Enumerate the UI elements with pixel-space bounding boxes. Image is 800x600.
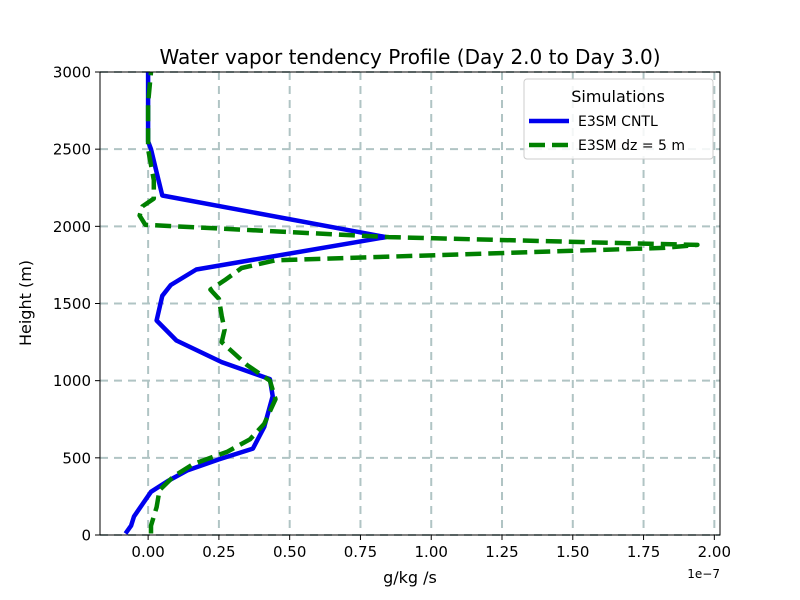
x-tick-label: 1.50 (556, 543, 589, 561)
legend: Simulations E3SM CNTL E3SM dz = 5 m (523, 78, 714, 160)
x-tick-label: 0.50 (273, 543, 306, 561)
y-tick-label: 2500 (53, 141, 91, 159)
y-axis-label: Height (m) (16, 260, 35, 346)
legend-box (523, 78, 714, 160)
y-tick-label: 500 (62, 449, 91, 467)
y-tick-label: 1000 (53, 372, 91, 390)
x-axis: 0.00 0.25 0.50 0.75 1.00 1.25 1.50 1.75 2.00 (131, 535, 731, 561)
x-tick-label: 1.25 (485, 543, 518, 561)
legend-label-e3sm-cntl: E3SM CNTL (578, 114, 658, 130)
chart-title: Water vapor tendency Profile (Day 2.0 to… (159, 45, 660, 69)
y-tick-label: 3000 (53, 64, 91, 82)
x-axis-label: g/kg /s (383, 568, 437, 587)
legend-label-e3sm-dz-5m: E3SM dz = 5 m (578, 138, 685, 154)
x-tick-label: 0.75 (344, 543, 377, 561)
x-tick-label: 0.00 (131, 543, 164, 561)
y-axis: 0 500 1000 1500 2000 2500 3000 (53, 64, 100, 545)
x-tick-label: 0.25 (202, 543, 235, 561)
x-axis-offset-label: 1e−7 (687, 567, 720, 581)
legend-title: Simulations (571, 87, 665, 106)
x-tick-label: 2.00 (698, 543, 731, 561)
y-tick-label: 0 (81, 527, 91, 545)
x-tick-label: 1.00 (415, 543, 448, 561)
plot-area (123, 71, 700, 535)
y-tick-label: 1500 (53, 295, 91, 313)
x-tick-label: 1.75 (627, 543, 660, 561)
series-line-e3sm-cntl (123, 72, 389, 535)
y-tick-label: 2000 (53, 218, 91, 236)
series-line-e3sm-dz-5m (137, 71, 700, 534)
